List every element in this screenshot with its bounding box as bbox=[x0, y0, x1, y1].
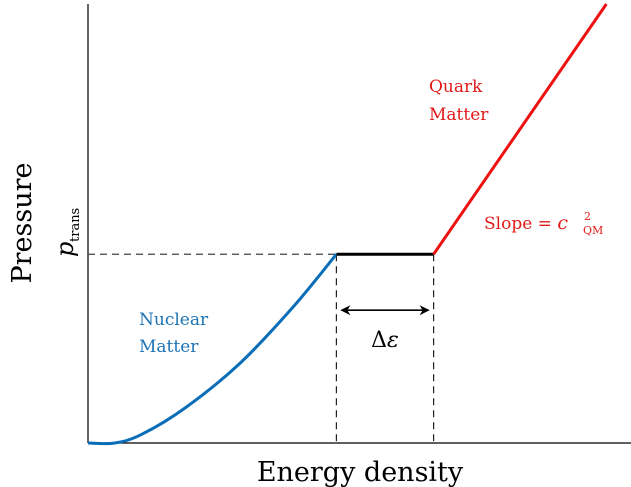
epsilon-symbol: ε bbox=[387, 328, 399, 353]
delta-symbol: Δ bbox=[371, 328, 387, 353]
slope-prefix: Slope = bbox=[484, 214, 557, 234]
delta-epsilon-label: Δε bbox=[371, 328, 399, 353]
quark-label-line-1: Quark bbox=[429, 77, 483, 97]
x-axis-label: Energy density bbox=[257, 457, 464, 487]
y-tick-p-trans: p trans bbox=[51, 208, 83, 257]
nuclear-label-line-2: Matter bbox=[139, 337, 199, 357]
nuclear-matter-label: Nuclear Matter bbox=[139, 310, 214, 357]
nuclear-label-line-1: Nuclear bbox=[139, 310, 209, 330]
quark-matter-line bbox=[432, 3, 608, 256]
nuclear-matter-curve bbox=[87, 253, 338, 446]
slope-superscript: 2 bbox=[584, 210, 591, 223]
quark-label-line-2: Matter bbox=[429, 105, 489, 125]
y-axis-label: Pressure bbox=[7, 162, 38, 283]
slope-subscript: QM bbox=[583, 224, 603, 237]
y-tick-main: p bbox=[51, 242, 79, 257]
slope-label: Slope = c bbox=[484, 212, 568, 234]
quark-matter-label: Quark Matter bbox=[429, 77, 489, 125]
y-tick-sub: trans bbox=[68, 208, 83, 242]
slope-variable: c bbox=[557, 212, 568, 234]
